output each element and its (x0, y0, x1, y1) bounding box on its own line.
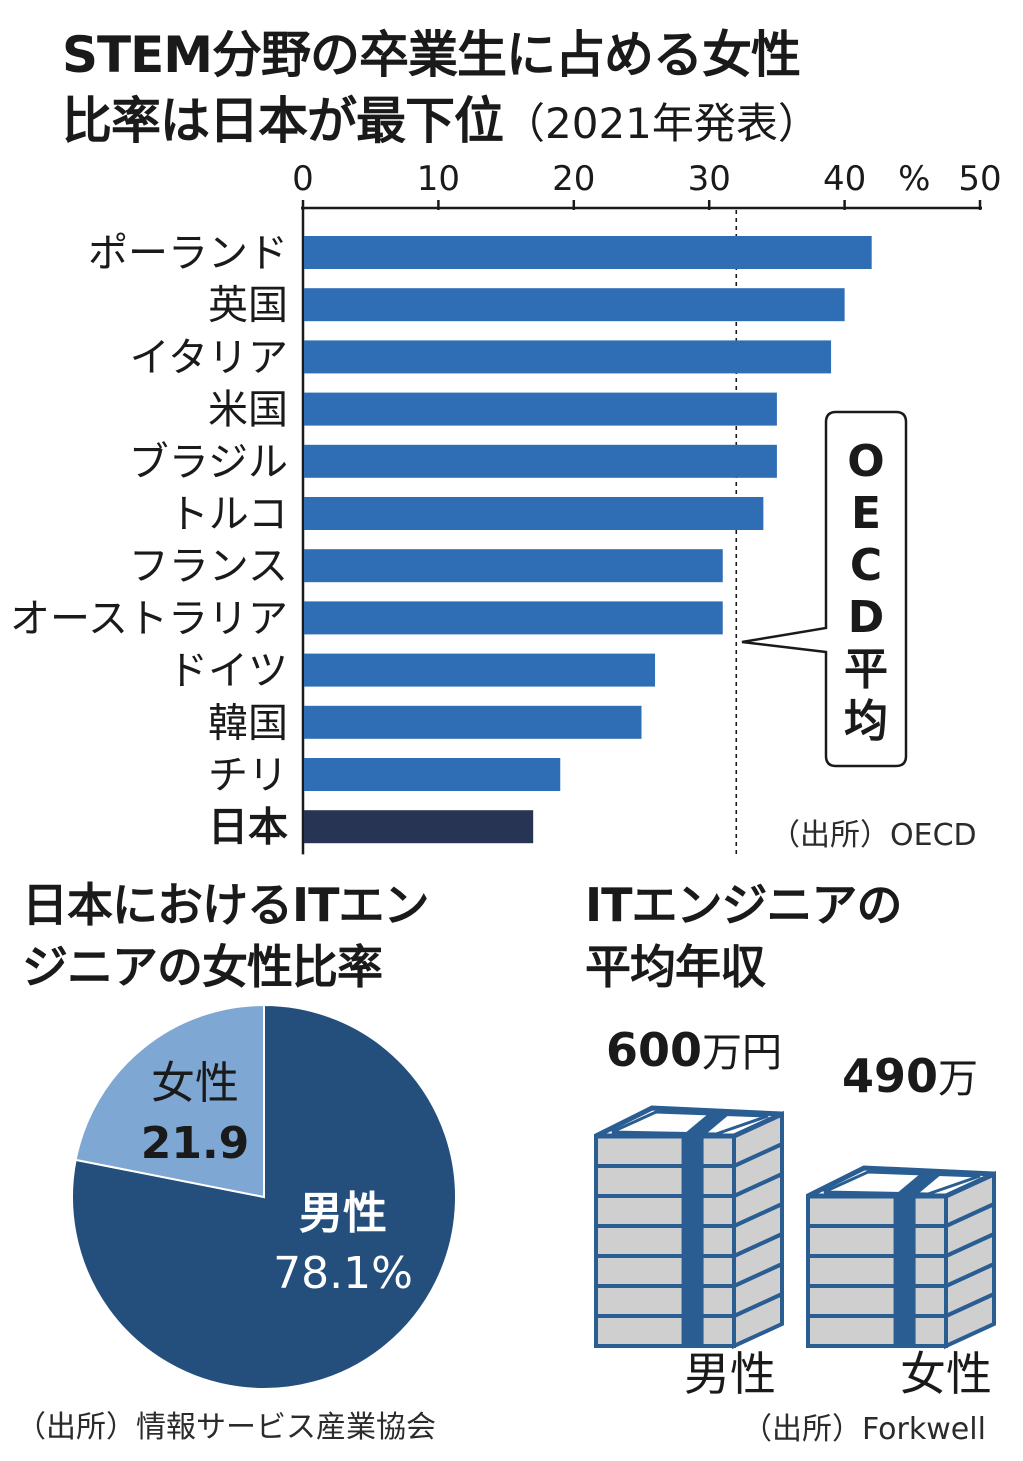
bar-chart-source: （出所）OECD (770, 818, 977, 853)
bar-chart-title-suffix: （2021年発表） (503, 99, 820, 148)
category-label: オーストラリア (10, 596, 288, 642)
x-tick-label: 20 (552, 159, 595, 199)
stack-layer (594, 1224, 736, 1258)
stack-layer (594, 1254, 736, 1288)
stack-band (893, 1196, 916, 1346)
stack-layer (806, 1284, 948, 1318)
salary-female-label: 女性 (900, 1347, 992, 1401)
stack-layer (594, 1314, 736, 1348)
oecd-label-char: 均 (844, 696, 888, 747)
salary-title-line1: ITエンジニアの (585, 878, 902, 932)
salary-male-amount: 600万円 (606, 1023, 782, 1077)
salary-female-unit: 万 (938, 1056, 978, 1102)
bar-9 (304, 705, 642, 739)
bar-1 (304, 288, 845, 322)
stack-layer (594, 1164, 736, 1198)
category-label: トルコ (169, 492, 288, 538)
pie-female-value: 21.9 (141, 1118, 250, 1169)
bar-6 (304, 549, 723, 583)
bar-7 (304, 601, 723, 635)
salary-male-unit: 万円 (702, 1030, 782, 1076)
stack-layer (806, 1224, 948, 1258)
stack-band-top (681, 1114, 730, 1136)
oecd-label-char: E (851, 488, 881, 539)
bar-10 (304, 758, 561, 791)
category-label: ドイツ (168, 648, 288, 694)
oecd-label-char: D (848, 592, 885, 643)
stack-layer (594, 1194, 736, 1228)
category-label: イタリア (130, 335, 288, 381)
category-label: ポーランド (88, 231, 288, 277)
bar-chart: 0 10 20 30 40 50% ポーランド英国イタリア米国ブラジルトルコフランスオースト… (10, 159, 1002, 855)
oecd-label-char: 平 (844, 644, 888, 695)
stack-layer (594, 1134, 736, 1168)
category-label: 日本 (208, 805, 288, 851)
category-label: 韓国 (208, 700, 288, 746)
stack-layer (594, 1284, 736, 1318)
salary-stack-female (806, 1165, 996, 1350)
x-tick-label: 50 (958, 159, 1001, 199)
pie-chart-title-line2: ジニアの女性比率 (22, 940, 383, 994)
category-label: チリ (208, 753, 288, 799)
category-label: 米国 (208, 387, 288, 433)
bar-0 (304, 236, 872, 269)
bar-11 (304, 810, 534, 844)
bar-chart-title-line1: STEM分野の卒業生に占める女性 (62, 26, 801, 84)
oecd-label-char: C (850, 540, 882, 591)
bar-chart-title-main: 比率は日本が最下位 (62, 92, 504, 150)
salary-stack-male (594, 1105, 784, 1350)
x-tick-label: 40 (823, 159, 866, 199)
callout-box (741, 410, 908, 768)
bar-5 (304, 497, 764, 530)
oecd-label-char: O (847, 436, 884, 487)
stack-top-inner (611, 1110, 769, 1136)
x-tick-label: 10 (417, 159, 460, 199)
stack-band-top (893, 1174, 942, 1196)
salary-female-number: 490 (842, 1049, 938, 1103)
pie-chart (71, 1003, 457, 1390)
salary-male-label: 男性 (684, 1347, 776, 1401)
salary-source: （出所）Forkwell (742, 1412, 986, 1447)
category-label: ブラジル (129, 439, 288, 485)
stack-band (681, 1136, 704, 1346)
bar-chart-title-line2: 比率は日本が最下位（2021年発表） (62, 96, 820, 146)
bar-2 (304, 340, 832, 374)
category-label: 英国 (208, 283, 288, 329)
stack-layer (806, 1254, 948, 1288)
salary-female-amount: 490万 (842, 1049, 978, 1103)
pie-male-value: 78.1% (273, 1248, 413, 1299)
stack-top-inner (823, 1170, 981, 1196)
x-tick-label: 0 (292, 159, 314, 199)
pie-female-label: 女性 (151, 1058, 239, 1109)
x-axis-unit: % (898, 159, 930, 199)
pie-slice-1 (74, 1003, 265, 1199)
bar-8 (304, 653, 656, 687)
stack-layer (806, 1314, 948, 1348)
stack-layer (806, 1194, 948, 1228)
pie-male-label: 男性 (299, 1188, 387, 1239)
salary-male-number: 600 (606, 1023, 702, 1077)
pie-chart-title-line1: 日本におけるITエン (22, 878, 429, 932)
category-label: フランス (129, 544, 288, 590)
x-tick-label: 30 (688, 159, 731, 199)
bar-3 (304, 392, 777, 426)
pie-chart-source: （出所）情報サービス産業協会 (16, 1410, 436, 1445)
bar-4 (304, 444, 777, 478)
salary-title-line2: 平均年収 (585, 940, 766, 994)
